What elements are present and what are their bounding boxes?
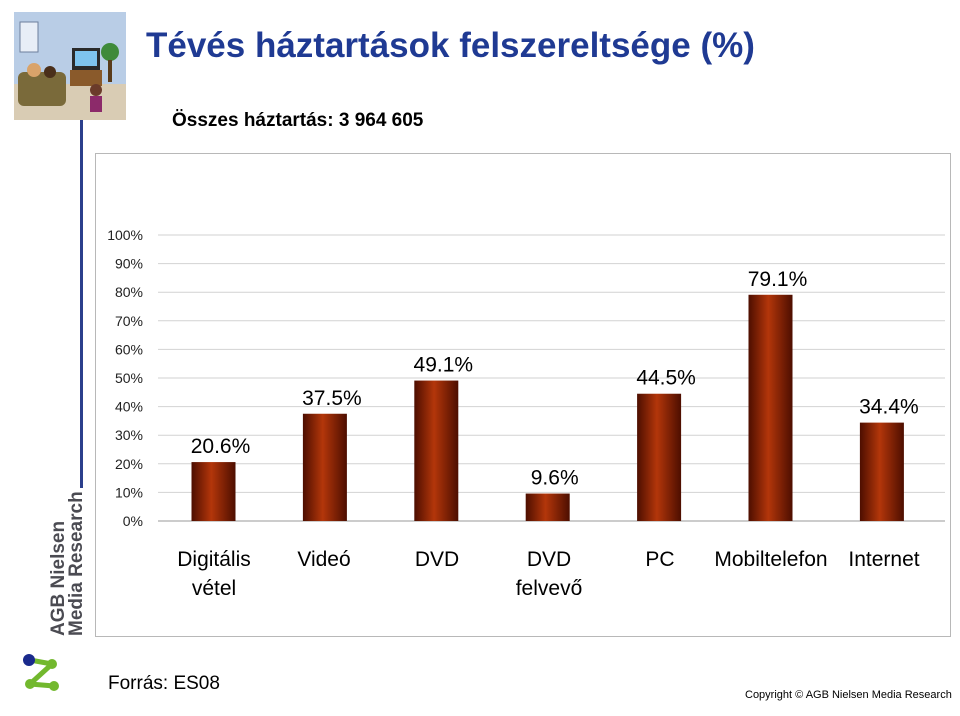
bar [302,413,347,521]
value-label: 49.1% [414,354,474,377]
category-label: DVD [527,548,571,571]
agb-nielsen-logo-icon [23,654,59,691]
y-tick-label: 70% [115,313,143,329]
y-tick-label: 10% [115,484,143,500]
y-tick-label: 50% [115,370,143,386]
category-label: Digitális [177,548,251,571]
category-label: Mobiltelefon [714,548,827,571]
y-tick-label: 20% [115,456,143,472]
category-label: felvevő [516,577,583,600]
category-label: Internet [848,548,919,571]
y-tick-label: 80% [115,284,143,300]
decorative-divider [80,120,83,488]
y-tick-label: 100% [107,227,143,243]
y-tick-label: 60% [115,341,143,357]
bar [525,493,570,521]
bar [637,393,682,521]
bar [414,380,459,521]
chart-panel [95,153,951,637]
y-tick-label: 90% [115,256,143,272]
household-total: Összes háztartás: 3 964 605 [172,110,424,131]
y-tick-label: 30% [115,427,143,443]
bars [191,294,904,521]
source-note: Forrás: ES08 [108,673,220,694]
bar [859,422,904,521]
family-watching-tv-icon [14,12,126,120]
bar [748,294,793,521]
value-label: 79.1% [748,268,808,291]
category-labels: Digitális vétel Videó DVD DVD felvevő PC Mobilt… [177,548,920,600]
value-label: 34.4% [859,396,919,419]
value-label: 44.5% [636,367,696,390]
category-label: vétel [192,577,236,600]
category-label: Videó [297,548,350,571]
copyright-note: Copyright © AGB Nielsen Media Research [745,689,952,701]
grid-lines [158,234,945,522]
value-labels: 20.6% 37.5% 49.1% 9.6% 44.5% 79.1% 34.4% [191,268,919,490]
bar [191,462,236,521]
value-label: 37.5% [302,387,362,410]
value-label: 20.6% [191,435,251,458]
y-tick-labels: 0% 10% 20% 30% 40% 50% 60% 70% 80% 90% 100% [107,227,143,529]
value-label: 9.6% [531,467,579,490]
category-label: PC [645,548,674,571]
y-tick-label: 0% [123,513,143,529]
category-label: DVD [415,548,459,571]
y-tick-label: 40% [115,399,143,415]
page-title: Tévés háztartások felszereltsége (%) [146,26,755,65]
